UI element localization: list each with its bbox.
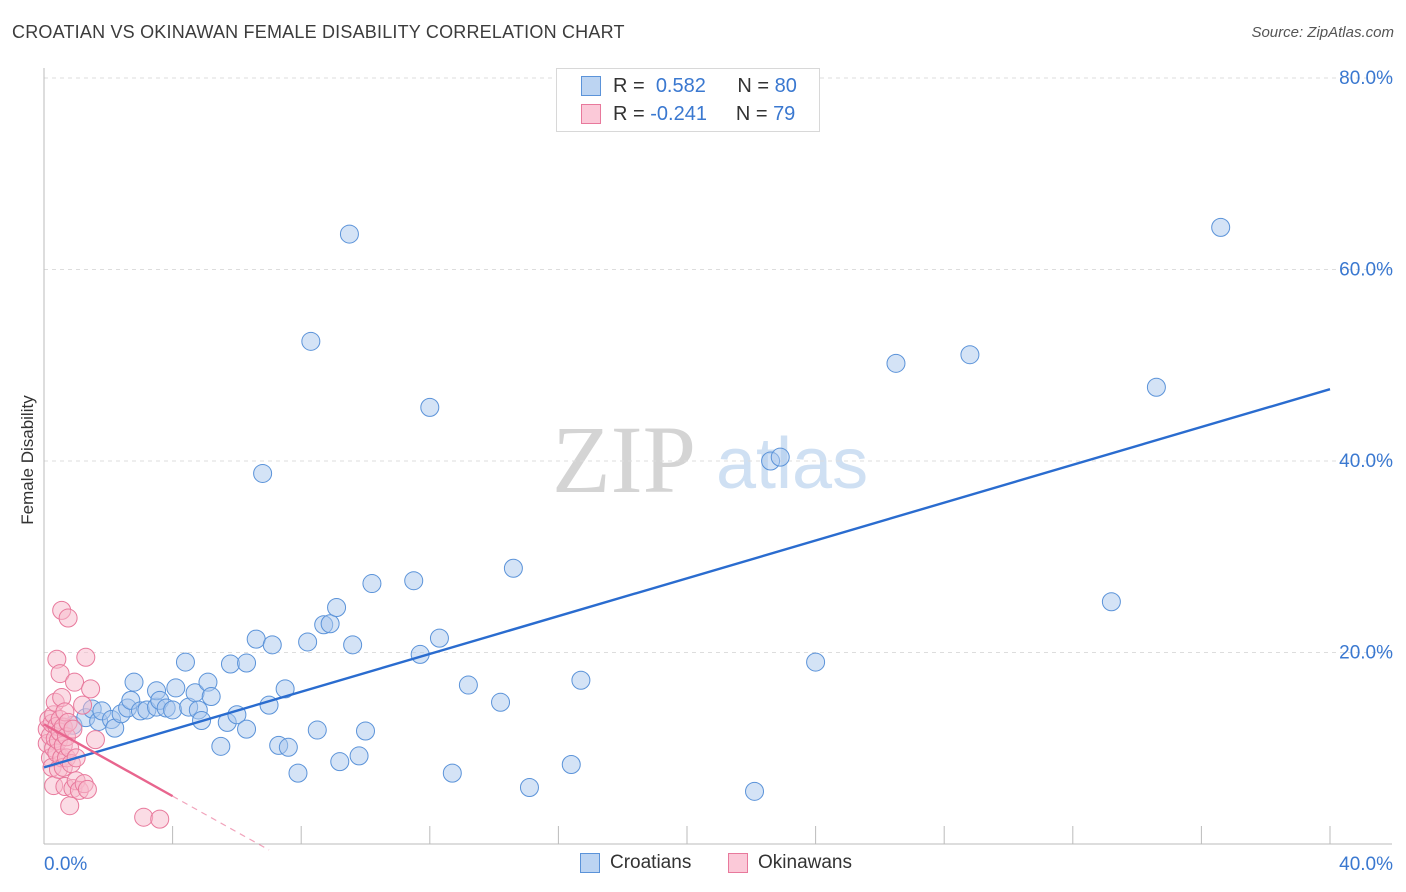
legend-r-label: R =	[613, 102, 645, 125]
trend-lines	[43, 388, 1331, 851]
grid-lines	[44, 77, 1392, 653]
point-croatians	[886, 353, 906, 373]
point-croatians	[1101, 592, 1121, 612]
point-croatians	[404, 571, 424, 591]
legend-r-value-croatians: 0.582	[655, 74, 706, 97]
point-croatians	[343, 635, 363, 655]
point-okinawans	[85, 730, 105, 750]
y-tick-label: 40.0%	[1339, 451, 1393, 472]
trend-line-okinawans	[43, 723, 174, 798]
point-croatians	[458, 675, 478, 695]
point-okinawans	[134, 807, 154, 827]
point-croatians	[298, 632, 318, 652]
y-tick-label: 20.0%	[1339, 643, 1393, 664]
point-croatians	[806, 652, 826, 672]
point-croatians	[237, 719, 257, 739]
point-croatians	[320, 614, 340, 634]
legend-r-label: R =	[613, 74, 645, 97]
data-points	[37, 217, 1231, 829]
point-okinawans	[81, 679, 101, 699]
point-croatians	[246, 629, 266, 649]
point-croatians	[211, 736, 231, 756]
point-croatians	[201, 687, 221, 707]
point-croatians	[327, 597, 347, 617]
point-croatians	[175, 652, 195, 672]
legend-n-label: N =	[737, 74, 770, 97]
point-croatians	[571, 670, 591, 690]
point-croatians	[420, 397, 440, 417]
stats-legend: R = 0.582 N = 80 R = -0.241 N = 79	[556, 68, 820, 132]
point-croatians	[770, 447, 790, 467]
point-croatians	[253, 463, 273, 483]
point-croatians	[275, 679, 295, 699]
series-legend-croatians: Croatians	[580, 852, 691, 874]
point-okinawans	[150, 809, 170, 829]
source-label: Source: ZipAtlas.com	[1251, 24, 1394, 41]
point-croatians	[124, 672, 144, 692]
legend-n-value-croatians: 80	[774, 74, 797, 97]
series-swatch-okinawans	[728, 853, 748, 873]
point-croatians	[301, 331, 321, 351]
legend-row-croatians: R = 0.582 N = 80	[581, 73, 797, 99]
point-croatians	[356, 721, 375, 741]
chart-title: CROATIAN VS OKINAWAN FEMALE DISABILITY C…	[12, 22, 625, 42]
point-okinawans	[73, 695, 93, 715]
x-tick-label-max: 40.0%	[1339, 854, 1393, 875]
point-croatians	[339, 224, 359, 244]
point-croatians	[519, 778, 539, 798]
legend-row-okinawans: R = -0.241 N = 79	[581, 101, 795, 127]
point-croatians	[330, 752, 350, 772]
point-croatians	[288, 763, 308, 783]
trend-line-croatians	[43, 388, 1331, 769]
series-name-okinawans: Okinawans	[758, 852, 852, 873]
point-croatians	[307, 720, 327, 740]
series-name-croatians: Croatians	[610, 852, 692, 873]
point-croatians	[278, 737, 298, 757]
point-croatians	[1211, 217, 1231, 237]
point-okinawans	[58, 608, 78, 628]
point-croatians	[163, 700, 183, 720]
watermark-zip: ZIP	[552, 406, 696, 513]
legend-n-label: N =	[735, 102, 768, 125]
legend-r-value-okinawans: -0.241	[650, 102, 707, 125]
point-okinawans	[76, 647, 96, 667]
series-legend-okinawans: Okinawans	[728, 852, 852, 874]
point-okinawans	[65, 672, 85, 692]
trend-extension-okinawans	[172, 795, 270, 851]
point-croatians	[960, 345, 980, 365]
tick-labels: 20.0% 40.0% 60.0% 80.0% 0.0% 40.0%	[44, 68, 1393, 875]
legend-n-value-okinawans: 79	[773, 102, 796, 125]
legend-swatch-okinawans	[581, 104, 601, 124]
point-croatians	[561, 755, 581, 775]
x-tick-label-min: 0.0%	[44, 854, 87, 875]
point-croatians	[1146, 377, 1166, 397]
point-croatians	[349, 746, 369, 766]
point-croatians	[220, 654, 240, 674]
point-croatians	[429, 628, 449, 648]
watermark-atlas: atlas	[716, 424, 868, 504]
point-croatians	[745, 781, 765, 801]
point-okinawans	[63, 719, 83, 739]
point-croatians	[166, 678, 186, 698]
point-okinawans	[77, 779, 97, 799]
y-tick-label: 60.0%	[1339, 260, 1393, 281]
point-croatians	[262, 635, 282, 655]
legend-swatch-croatians	[581, 76, 601, 96]
point-croatians	[237, 653, 257, 673]
point-croatians	[503, 558, 523, 578]
series-swatch-croatians	[580, 853, 600, 873]
point-okinawans	[50, 664, 70, 684]
point-croatians	[442, 763, 462, 783]
y-tick-label: 80.0%	[1339, 68, 1393, 89]
point-croatians	[362, 574, 382, 594]
point-croatians	[491, 692, 511, 712]
point-okinawans	[60, 796, 80, 816]
